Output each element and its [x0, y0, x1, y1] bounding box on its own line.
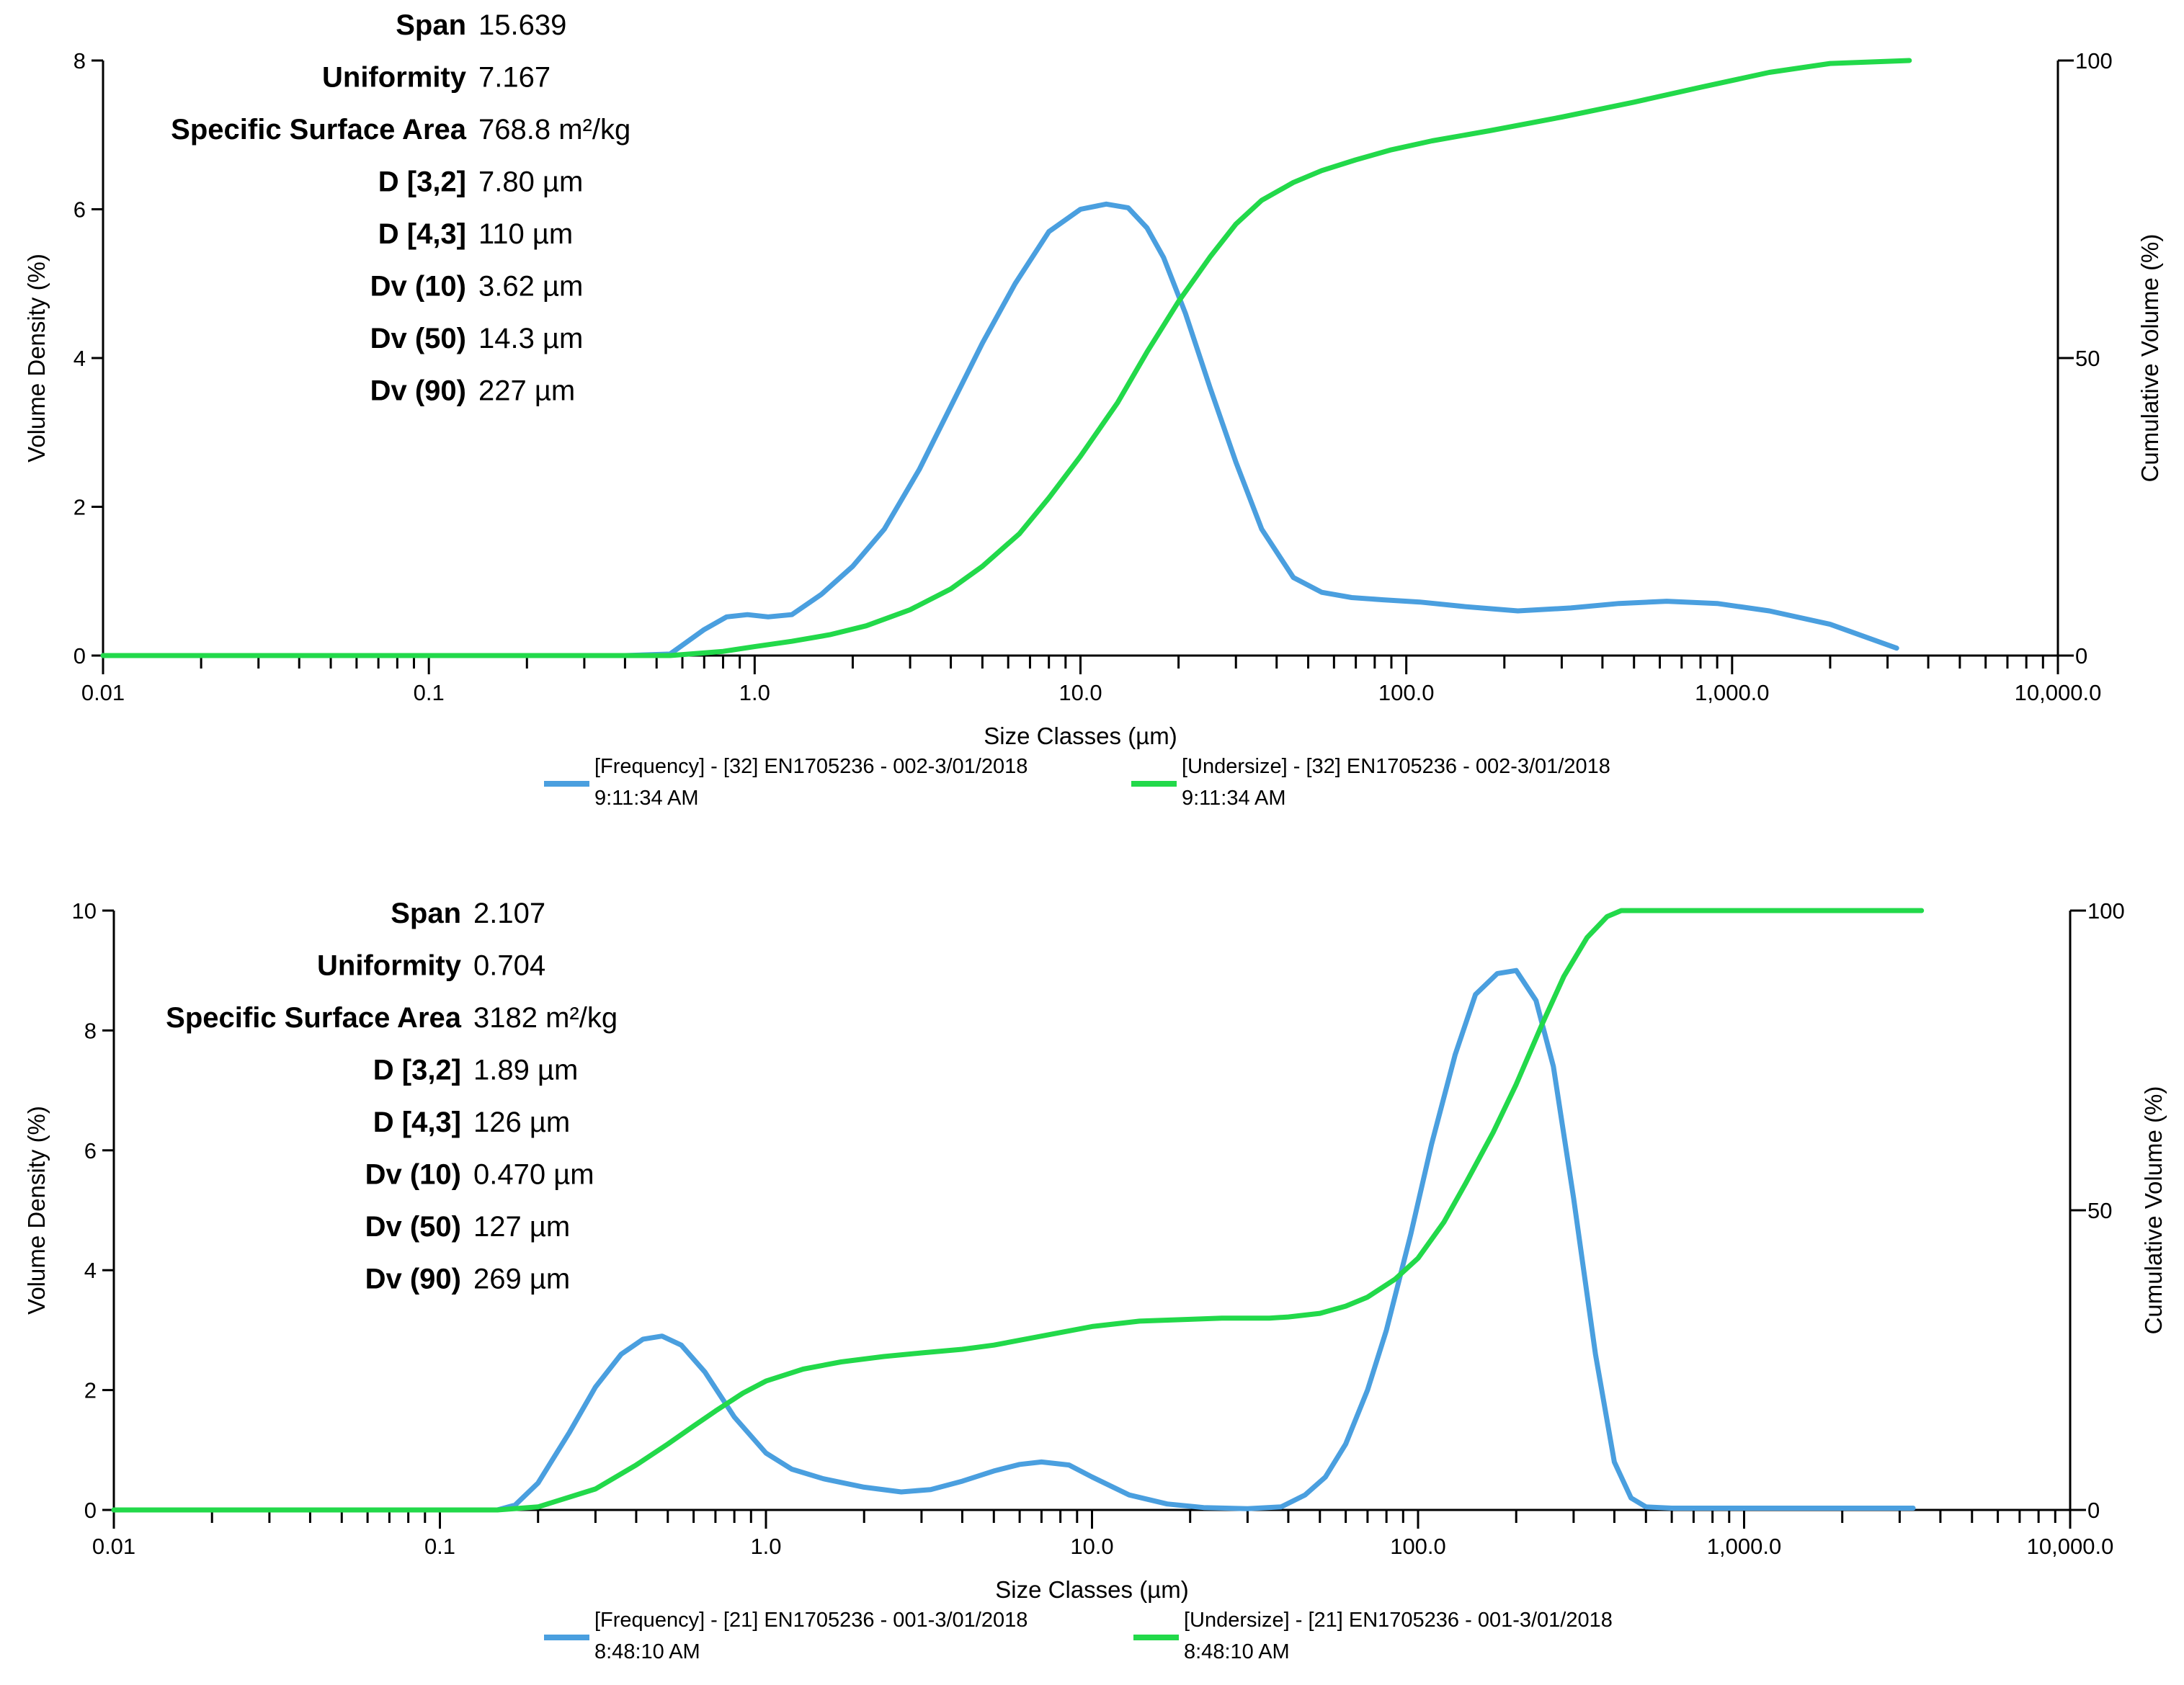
stat-label: Span	[396, 9, 466, 41]
stat-value: 1.89 µm	[473, 1055, 578, 1086]
x-tick-label: 0.01	[81, 680, 125, 705]
stat-value: 3182 m²/kg	[473, 1002, 618, 1034]
y2-tick-label: 50	[2087, 1198, 2112, 1223]
y-tick-label: 10	[72, 898, 97, 924]
legend-label: [Frequency] - [21] EN1705236 - 001-3/01/…	[594, 1609, 1028, 1632]
legend-time: 9:11:34 AM	[594, 787, 699, 810]
stat-value: 110 µm	[478, 218, 573, 250]
frequency-series-line	[100, 201, 1899, 658]
stat-label: Span	[391, 898, 461, 929]
x-tick-label: 0.01	[92, 1534, 135, 1559]
stat-value: 14.3 µm	[478, 323, 583, 354]
x-tick-label: 1,000.0	[1695, 680, 1769, 705]
stat-label: Dv (50)	[370, 323, 466, 354]
x-tick-label: 0.1	[424, 1534, 455, 1559]
x-tick-label: 10.0	[1058, 680, 1102, 705]
stat-label: Specific Surface Area	[166, 1002, 462, 1034]
y2-tick-label: 100	[2075, 48, 2113, 73]
y-tick-label: 8	[73, 48, 86, 73]
y-tick-label: 2	[73, 495, 86, 520]
y2-axis-title: Cumulative Volume (%)	[2136, 234, 2163, 483]
stat-value: 126 µm	[473, 1107, 570, 1138]
stat-label: D [4,3]	[378, 218, 466, 250]
legend-label: [Undersize] - [21] EN1705236 - 001-3/01/…	[1184, 1609, 1613, 1632]
x-axis-title: Size Classes (µm)	[984, 723, 1177, 749]
legend-time: 9:11:34 AM	[1182, 787, 1286, 810]
undersize-series-line	[111, 908, 1925, 1513]
x-tick-label: 10.0	[1070, 1534, 1113, 1559]
chart-panel-bottom: 0 2 4 6 8 10 0 50 100 0.01 0.1 1.0 10.0 100.0 1,000.0 1…	[0, 843, 2184, 1685]
x-tick-label: 100.0	[1378, 680, 1435, 705]
y2-axis-title: Cumulative Volume (%)	[2140, 1086, 2167, 1335]
stat-label: Dv (50)	[365, 1211, 461, 1243]
stat-label: Specific Surface Area	[171, 114, 467, 146]
stat-value: 768.8 m²/kg	[478, 114, 630, 146]
stat-label: Dv (10)	[365, 1159, 461, 1191]
x-tick-label: 10,000.0	[2027, 1534, 2114, 1559]
stat-value: 0.704	[473, 950, 545, 982]
stat-label: Dv (10)	[370, 271, 466, 303]
stat-label: D [4,3]	[373, 1107, 461, 1138]
x-tick-label: 1,000.0	[1707, 1534, 1781, 1559]
stat-value: 7.80 µm	[478, 166, 583, 198]
stat-value: 269 µm	[473, 1264, 570, 1295]
stat-value: 127 µm	[473, 1211, 570, 1243]
legend-time: 8:48:10 AM	[1184, 1640, 1290, 1663]
y-tick-label: 8	[84, 1018, 97, 1043]
y-axis-title: Volume Density (%)	[23, 254, 50, 462]
y-tick-label: 4	[73, 346, 86, 371]
stat-label: Dv (90)	[365, 1264, 461, 1295]
x-tick-label: 0.1	[414, 680, 445, 705]
x-tick-label: 10,000.0	[2015, 680, 2102, 705]
frequency-series-line	[111, 967, 1916, 1513]
stat-value: 2.107	[473, 898, 545, 929]
y2-tick-label: 0	[2087, 1498, 2100, 1523]
chart-panel-top: 0 2 4 6 8 0 50 100 0.01 0.1 1.0 10.0 100.0 1,000.0 10,…	[0, 0, 2184, 842]
x-axis-title: Size Classes (µm)	[995, 1576, 1188, 1603]
undersize-series-line	[100, 58, 1912, 658]
y-tick-label: 2	[84, 1378, 97, 1403]
y-tick-label: 6	[84, 1138, 97, 1163]
stat-value: 0.470 µm	[473, 1159, 594, 1191]
stat-label: Uniformity	[322, 62, 467, 94]
stat-label: Dv (90)	[370, 375, 466, 407]
y-tick-label: 0	[84, 1498, 97, 1523]
legend-label: [Undersize] - [32] EN1705236 - 002-3/01/…	[1182, 755, 1610, 778]
stat-label: Uniformity	[317, 950, 462, 982]
y-tick-label: 4	[84, 1258, 97, 1283]
y-tick-label: 0	[73, 643, 86, 669]
y2-tick-label: 50	[2075, 346, 2100, 371]
stat-label: D [3,2]	[378, 166, 466, 198]
y2-tick-label: 0	[2075, 643, 2087, 669]
y-axis-title: Volume Density (%)	[23, 1106, 50, 1315]
x-tick-label: 1.0	[750, 1534, 781, 1559]
stat-value: 227 µm	[478, 375, 575, 407]
y2-tick-label: 100	[2087, 898, 2125, 924]
y-tick-label: 6	[73, 197, 86, 223]
stat-label: D [3,2]	[373, 1055, 461, 1086]
stat-value: 7.167	[478, 62, 551, 94]
chart-svg-1: 0 2 4 6 8 0 50 100 0.01 0.1 1.0 10.0 100.0 1,000.0 10,…	[23, 9, 2163, 810]
stat-value: 15.639	[478, 9, 566, 41]
x-tick-label: 1.0	[739, 680, 770, 705]
legend-label: [Frequency] - [32] EN1705236 - 002-3/01/…	[594, 755, 1028, 778]
legend-time: 8:48:10 AM	[594, 1640, 700, 1663]
x-tick-label: 100.0	[1390, 1534, 1446, 1559]
stat-value: 3.62 µm	[478, 271, 583, 303]
